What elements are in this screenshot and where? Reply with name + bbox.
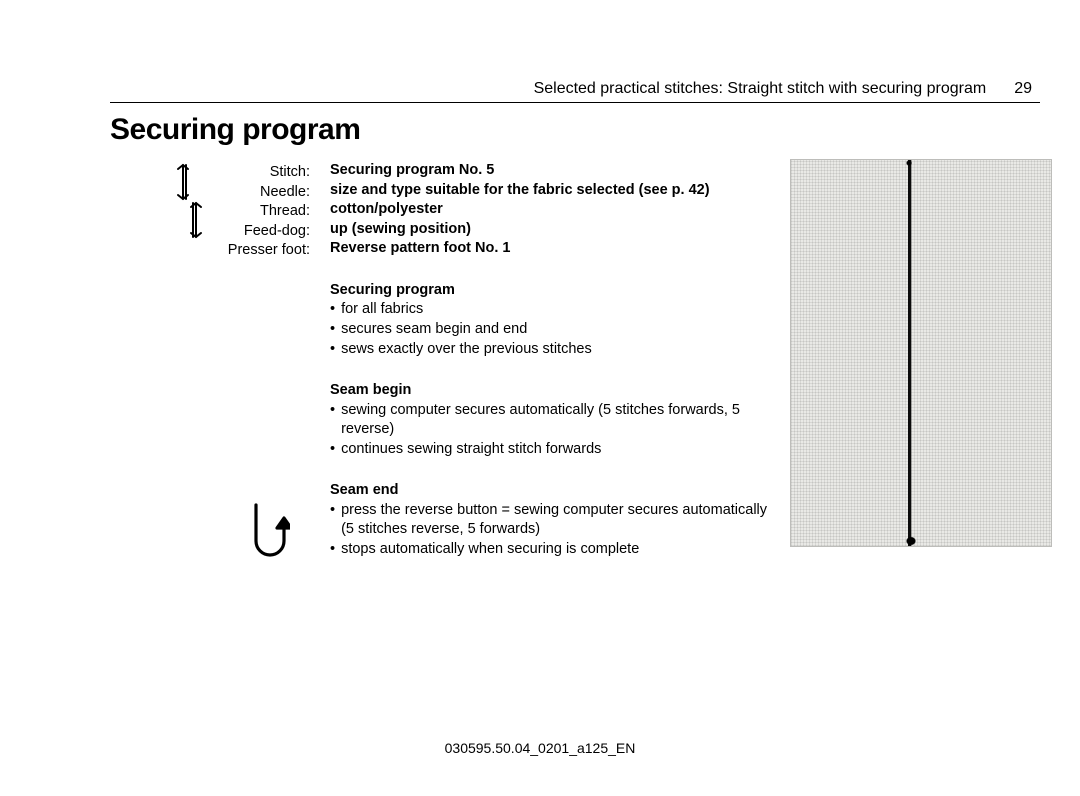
- securing-stitch-icon: [174, 163, 210, 241]
- heading-seam-begin: Seam begin: [330, 381, 770, 401]
- image-column: [790, 159, 1052, 547]
- value-presser-foot: Reverse pattern foot No. 1: [330, 239, 770, 259]
- label-needle: Needle:: [110, 183, 310, 203]
- bullet-text: press the reverse button = sewing comput…: [341, 501, 770, 540]
- bullet: •sews exactly over the previous stitches: [330, 340, 770, 360]
- document-id-footer: 030595.50.04_0201_a125_EN: [0, 740, 1080, 756]
- value-thread: cotton/polyester: [330, 200, 770, 220]
- spec-values: Securing program No. 5 size and type sui…: [330, 161, 770, 259]
- page-header: Selected practical stitches: Straight st…: [110, 80, 1040, 98]
- bullet-text: for all fabrics: [341, 300, 423, 320]
- spec-labels: Stitch: Needle: Thread: Feed-dog: Presse…: [110, 161, 310, 261]
- left-column: Stitch: Needle: Thread: Feed-dog: Presse…: [110, 159, 310, 261]
- middle-column: Securing program No. 5 size and type sui…: [330, 159, 770, 560]
- bullet-text: secures seam begin and end: [341, 320, 527, 340]
- stitch-seam-knot: [903, 534, 919, 548]
- label-presser-foot: Presser foot:: [110, 241, 310, 261]
- bullet: •press the reverse button = sewing compu…: [330, 501, 770, 540]
- label-thread: Thread:: [110, 202, 310, 222]
- bullet: •continues sewing straight stitch forwar…: [330, 440, 770, 460]
- section-securing: Securing program •for all fabrics •secur…: [330, 281, 770, 359]
- bullet: •for all fabrics: [330, 300, 770, 320]
- bullet-text: sews exactly over the previous stitches: [341, 340, 592, 360]
- fabric-sample-image: [790, 159, 1052, 547]
- header-rule: [110, 102, 1040, 103]
- section-seam-end: Seam end •press the reverse button = sew…: [330, 481, 770, 559]
- bullet: •stops automatically when securing is co…: [330, 540, 770, 560]
- bullet-text: stops automatically when securing is com…: [341, 540, 639, 560]
- label-feed-dog: Feed-dog:: [110, 222, 310, 242]
- content-row: Stitch: Needle: Thread: Feed-dog: Presse…: [110, 159, 1040, 560]
- page-number: 29: [1014, 80, 1032, 98]
- bullet-text: continues sewing straight stitch forward…: [341, 440, 601, 460]
- bullet: •secures seam begin and end: [330, 320, 770, 340]
- section-seam-begin: Seam begin •sewing computer secures auto…: [330, 381, 770, 459]
- value-needle: size and type suitable for the fabric se…: [330, 181, 770, 201]
- heading-securing: Securing program: [330, 281, 770, 301]
- heading-seam-end: Seam end: [330, 481, 770, 501]
- value-feed-dog: up (sewing position): [330, 220, 770, 240]
- reverse-arrow-icon: [246, 501, 290, 561]
- label-stitch: Stitch:: [110, 163, 310, 183]
- bullet-text: sewing computer secures automatically (5…: [341, 401, 770, 440]
- page-title: Securing program: [110, 113, 1040, 147]
- breadcrumb: Selected practical stitches: Straight st…: [534, 80, 987, 98]
- stitch-seam: [908, 160, 911, 546]
- bullet: •sewing computer secures automatically (…: [330, 401, 770, 440]
- value-stitch: Securing program No. 5: [330, 161, 770, 181]
